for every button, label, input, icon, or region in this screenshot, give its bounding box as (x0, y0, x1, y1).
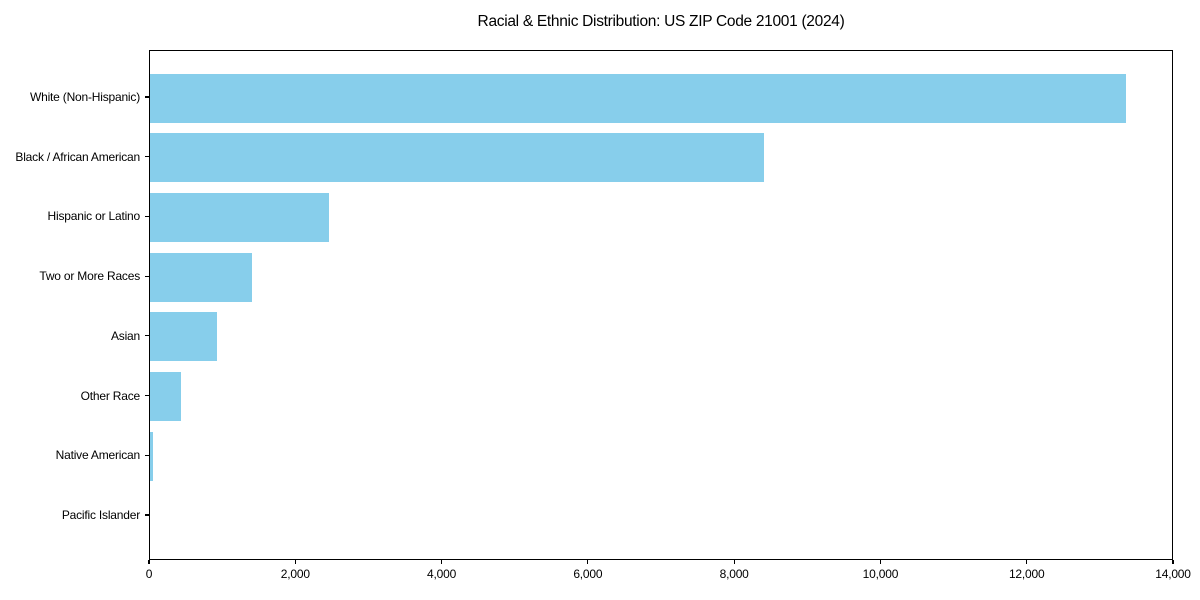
y-tick-mark (145, 215, 149, 217)
bar-two-or-more-races (150, 252, 253, 302)
x-tick-mark (1026, 560, 1028, 564)
y-tick-mark (145, 156, 149, 158)
y-axis-label-other-race: Other Race (80, 388, 141, 403)
y-axis-label-native-american: Native American (55, 448, 141, 463)
y-axis-label-asian: Asian (110, 328, 140, 343)
bar-native-american (150, 431, 154, 481)
y-tick-mark (145, 394, 149, 397)
x-tick-mark (148, 560, 150, 564)
y-tick-mark (145, 275, 149, 277)
x-tick-mark (294, 560, 296, 564)
plot-area (149, 50, 1173, 560)
bar-white-non-hispanic (150, 73, 1127, 123)
x-tick-mark (1172, 560, 1174, 564)
x-tick-label: 14,000 (1155, 567, 1191, 581)
y-axis-label-black-african-american: Black / African American (15, 149, 140, 164)
x-tick-mark (440, 560, 443, 564)
bar-hispanic-or-latino (150, 192, 330, 242)
y-axis-label-pacific-islander: Pacific Islander (61, 507, 140, 522)
y-tick-mark (145, 454, 149, 456)
y-tick-mark (145, 96, 149, 98)
y-axis-label-two-or-more-races: Two or More Races (39, 269, 140, 284)
bar-black-african-american (150, 133, 765, 183)
x-tick-label: 2,000 (280, 567, 310, 581)
bar-asian (150, 312, 217, 362)
x-tick-label: 10,000 (862, 567, 899, 581)
bar-other-race (150, 372, 182, 422)
x-tick-label: 0 (145, 567, 153, 581)
x-tick-label: 12,000 (1008, 567, 1045, 581)
y-axis-label-hispanic-or-latino: Hispanic or Latino (47, 209, 141, 224)
x-tick-mark (733, 560, 735, 564)
y-axis-label-white-non-hispanic: White (Non-Hispanic) (29, 90, 140, 104)
x-tick-label: 8,000 (719, 567, 749, 581)
x-tick-label: 6,000 (573, 567, 603, 581)
x-tick-mark (879, 560, 882, 564)
y-tick-mark (145, 514, 149, 516)
x-tick-label: 4,000 (427, 567, 457, 581)
y-tick-mark (145, 335, 149, 337)
x-tick-mark (587, 560, 589, 564)
chart-title: Racial & Ethnic Distribution: US ZIP Cod… (477, 13, 845, 30)
